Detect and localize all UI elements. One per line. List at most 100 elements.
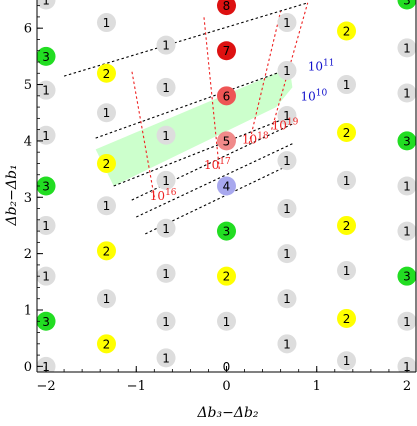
data-point-label: 1: [403, 360, 411, 374]
data-point-label: 3: [403, 0, 411, 8]
data-point: 2: [337, 308, 357, 328]
data-point: 3: [397, 266, 417, 286]
red-dotted-line-1: [203, 16, 220, 170]
data-point-marker: [277, 106, 297, 126]
data-point-marker: [337, 351, 357, 371]
data-point-marker: [277, 151, 297, 171]
x-tick-label: −2: [36, 379, 55, 394]
data-point-label: 1: [283, 109, 291, 123]
data-point-marker: [277, 199, 297, 219]
data-point: 1: [156, 77, 176, 97]
data-point: 1: [337, 261, 357, 281]
data-point: 2: [217, 266, 236, 286]
line-annotation-4: 1010: [300, 88, 327, 103]
data-point-marker: [277, 289, 297, 309]
data-point: 3: [397, 0, 417, 10]
data-point: 1: [96, 196, 116, 216]
data-point-label: 1: [103, 106, 111, 120]
data-point: 1: [156, 125, 176, 145]
data-point-label: 1: [162, 174, 170, 188]
data-point-marker: [217, 0, 236, 16]
data-point: 2: [337, 122, 357, 142]
data-point: 4: [217, 176, 236, 196]
data-point-marker: [156, 170, 176, 190]
data-point-label: 1: [343, 264, 351, 278]
data-point-marker: [156, 125, 176, 145]
x-tick-label: 1: [313, 379, 321, 394]
data-point: 1: [217, 311, 236, 331]
data-point-label: 1: [283, 64, 291, 78]
data-point-marker: [217, 311, 236, 331]
data-point: 1: [96, 289, 116, 309]
data-point-marker: [277, 244, 297, 264]
data-point: 2: [96, 153, 116, 173]
data-point: 1: [37, 80, 56, 100]
data-point-label: 3: [403, 134, 411, 148]
data-point-label: 1: [283, 247, 291, 261]
line-annotation-5: 1011: [308, 58, 335, 73]
data-point-label: 1: [103, 16, 111, 30]
data-point-label: 1: [162, 267, 170, 281]
data-point-marker: [337, 261, 357, 281]
y-tick-label: 2: [24, 247, 32, 262]
data-point: 1: [96, 103, 116, 123]
data-point: 1: [337, 351, 357, 371]
data-point-marker: [397, 266, 417, 286]
data-point: 1: [37, 125, 56, 145]
black-dotted-line-4: [136, 143, 293, 218]
data-point-label: 2: [103, 244, 111, 258]
data-point: 1: [37, 266, 56, 286]
data-point-marker: [277, 60, 297, 80]
data-point-label: 1: [343, 174, 351, 188]
data-point-marker: [397, 83, 417, 103]
data-point-label: 3: [42, 180, 50, 194]
data-point-marker: [397, 38, 417, 58]
data-point: 1: [156, 263, 176, 283]
data-point: 1: [156, 348, 176, 368]
data-point-marker: [96, 13, 116, 33]
red-dotted-line-0: [131, 70, 155, 198]
data-point-label: 1: [42, 360, 50, 374]
data-point: 1: [96, 13, 116, 33]
data-point-label: 3: [223, 225, 231, 239]
data-point-marker: [96, 63, 116, 83]
data-point: 8: [217, 0, 236, 16]
data-point: 7: [217, 41, 236, 61]
data-point-marker: [37, 356, 56, 372]
data-point-marker: [96, 289, 116, 309]
data-point: 1: [397, 38, 417, 58]
data-point-marker: [37, 311, 56, 331]
data-point-marker: [337, 170, 357, 190]
data-point: 1: [37, 356, 56, 374]
data-point-marker: [156, 77, 176, 97]
x-tick-label: 2: [403, 379, 411, 394]
data-point-label: 6: [223, 89, 231, 103]
data-point: 1: [277, 244, 297, 264]
data-point-marker: [156, 218, 176, 238]
data-point-label: 4: [223, 180, 231, 194]
data-point-marker: [337, 122, 357, 142]
data-point-marker: [96, 196, 116, 216]
x-tick-label: 0: [222, 379, 230, 394]
data-point-marker: [96, 241, 116, 261]
data-point-label: 1: [283, 292, 291, 306]
y-tick-label: 3: [24, 191, 32, 206]
data-point-label: 1: [42, 129, 50, 143]
data-point-label: 3: [42, 315, 50, 329]
data-point-marker: [337, 215, 357, 235]
data-point-marker: [156, 263, 176, 283]
data-point-label: 1: [283, 202, 291, 216]
data-point: 3: [37, 46, 56, 66]
data-point-label: 2: [343, 126, 351, 140]
data-point: 3: [217, 221, 236, 241]
data-point-marker: [217, 176, 236, 196]
line-annotation-2: 1018: [242, 132, 269, 147]
data-point-marker: [397, 221, 417, 241]
data-point-marker: [397, 176, 417, 196]
data-point-label: 1: [403, 315, 411, 329]
data-point-label: 2: [103, 67, 111, 81]
data-point-label: 1: [283, 16, 291, 30]
data-point-marker: [217, 356, 236, 372]
